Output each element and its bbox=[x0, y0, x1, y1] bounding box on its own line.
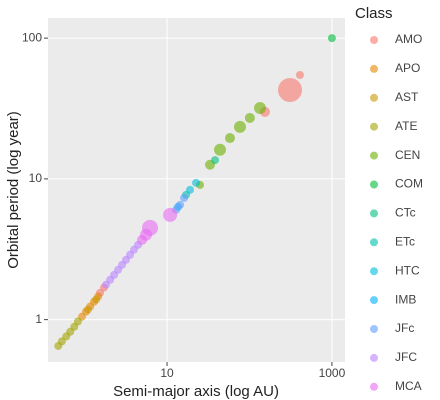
legend-label: JFc bbox=[395, 321, 414, 335]
legend-label: AST bbox=[395, 90, 419, 104]
legend-label: CEN bbox=[395, 148, 420, 162]
legend-marker bbox=[370, 64, 378, 73]
legend-title: Class bbox=[355, 5, 393, 22]
legend-marker bbox=[370, 353, 378, 362]
point bbox=[244, 112, 255, 123]
legend-label: ETc bbox=[395, 234, 415, 248]
point bbox=[192, 178, 201, 187]
point bbox=[180, 193, 189, 202]
legend-label: IMB bbox=[395, 292, 416, 306]
x-tick-label: 1000 bbox=[319, 366, 346, 380]
point bbox=[224, 133, 235, 144]
point bbox=[233, 120, 246, 133]
legend-marker bbox=[370, 238, 378, 247]
legend-label: ATE bbox=[395, 119, 417, 133]
point bbox=[92, 295, 101, 304]
point bbox=[327, 34, 336, 43]
legend-marker bbox=[370, 209, 378, 218]
legend-marker bbox=[370, 382, 378, 391]
legend-label: COM bbox=[395, 177, 423, 191]
y-tick-label: 10 bbox=[29, 171, 43, 185]
y-tick-label: 100 bbox=[22, 30, 42, 44]
legend-label: APO bbox=[395, 61, 420, 75]
point bbox=[83, 305, 92, 314]
x-axis-title: Semi-major axis (log AU) bbox=[113, 383, 279, 400]
point bbox=[295, 71, 304, 80]
point bbox=[214, 143, 227, 156]
legend-marker bbox=[370, 180, 378, 189]
legend-label: MCA bbox=[395, 379, 422, 393]
point bbox=[211, 156, 220, 165]
point bbox=[73, 317, 82, 326]
legend-label: JFC bbox=[395, 350, 417, 364]
point bbox=[278, 78, 303, 103]
legend-marker bbox=[370, 93, 378, 102]
legend-marker bbox=[370, 267, 378, 276]
legend-marker bbox=[370, 36, 378, 44]
point bbox=[176, 200, 185, 209]
point bbox=[253, 101, 266, 114]
legend-label: CTc bbox=[395, 206, 416, 220]
legend-marker bbox=[370, 122, 378, 131]
legend-label: AMO bbox=[395, 32, 422, 46]
y-tick-label: 1 bbox=[35, 312, 42, 326]
plot-panel bbox=[48, 18, 345, 362]
legend-marker bbox=[370, 296, 378, 305]
legend-label: HTC bbox=[395, 263, 420, 277]
point bbox=[186, 185, 195, 194]
x-tick-label: 10 bbox=[160, 366, 174, 380]
point bbox=[163, 207, 178, 222]
y-axis-title: Orbital period (log year) bbox=[5, 111, 22, 269]
legend-marker bbox=[370, 151, 378, 160]
legend-marker bbox=[370, 325, 378, 333]
point bbox=[142, 219, 159, 236]
